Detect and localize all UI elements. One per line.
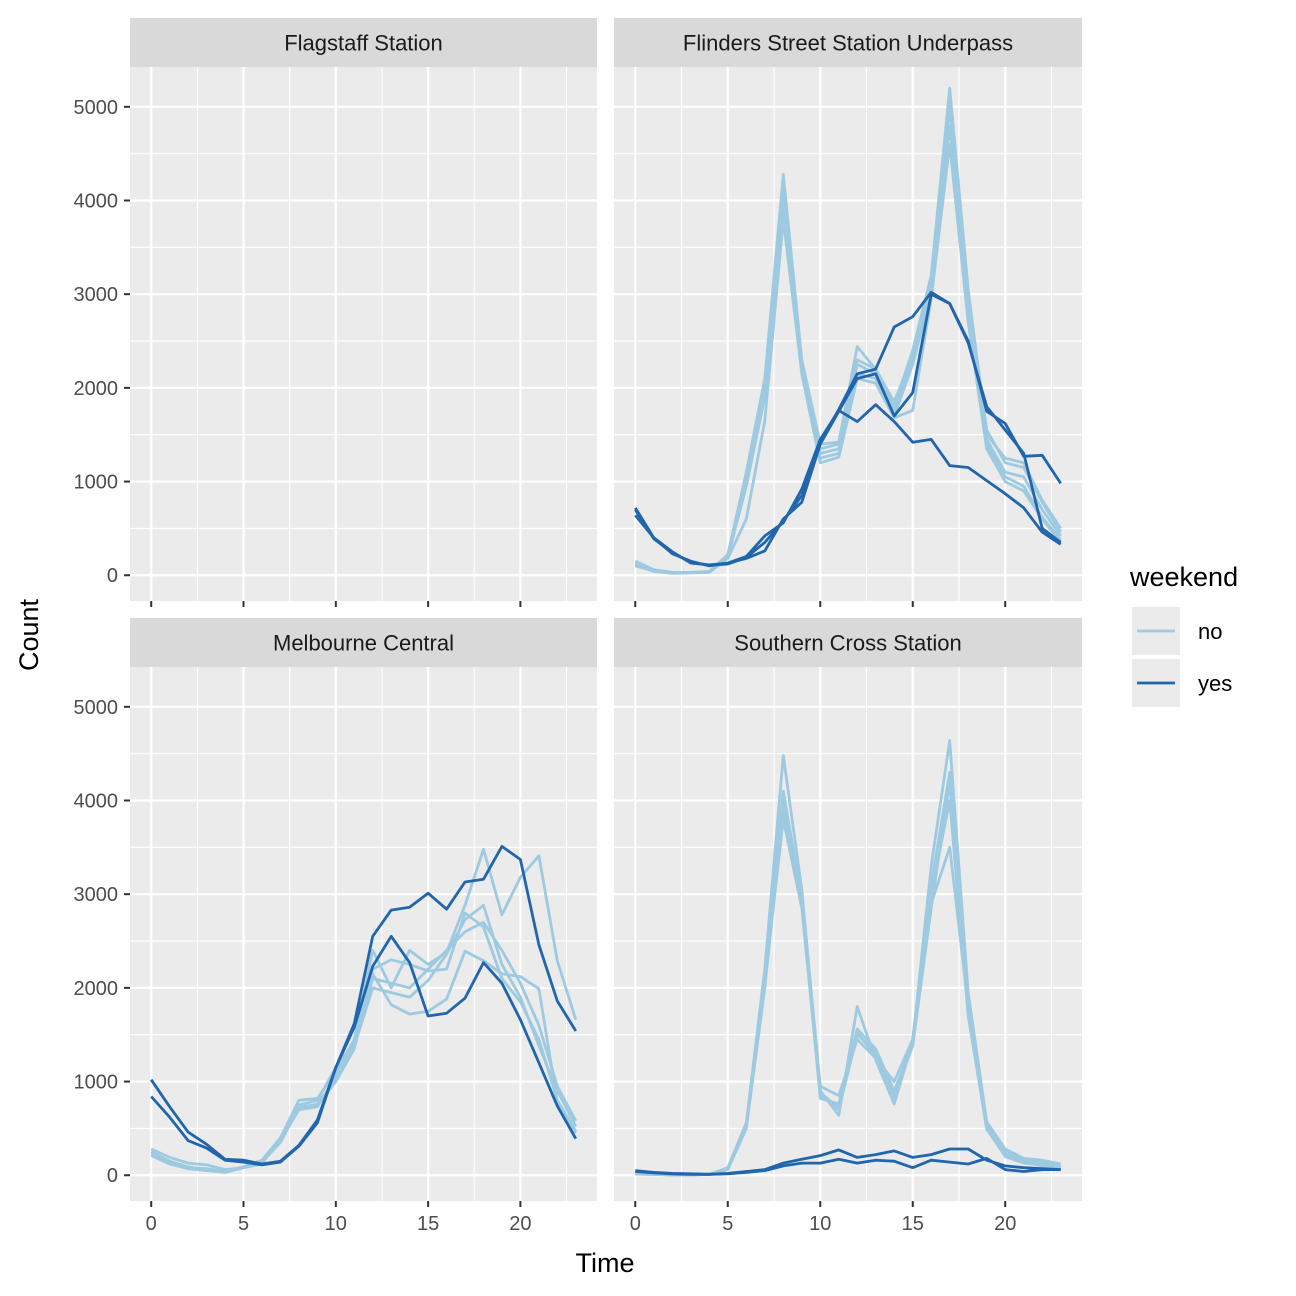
facet-title: Southern Cross Station: [734, 631, 961, 656]
x-tick-label: 0: [630, 1213, 641, 1235]
panel-background: [614, 667, 1082, 1201]
x-tick-label: 10: [809, 1213, 831, 1235]
y-tick-label: 2000: [74, 978, 119, 1000]
panels-layer: Flagstaff Station Flinders Street Station…: [130, 18, 1082, 1201]
legend: weekend no yes: [1129, 562, 1238, 707]
series-line-weekend-no: [634, 96, 1062, 574]
y-tick-label: 4000: [74, 791, 119, 813]
x-tick-label: 0: [146, 1213, 157, 1235]
x-tick-label: 5: [238, 1213, 249, 1235]
y-tick-label: 0: [107, 1165, 118, 1187]
facet-strip: [614, 18, 1082, 67]
series-line-weekend-yes: [635, 1157, 1061, 1176]
legend-keys: no yes: [1132, 607, 1232, 707]
y-tick-label: 3000: [74, 884, 119, 906]
x-tick-label: 5: [722, 1213, 733, 1235]
facet-title: Flagstaff Station: [284, 31, 443, 56]
facet-title: Melbourne Central: [273, 631, 454, 656]
series-line-weekend-yes: [634, 290, 1062, 567]
y-tick-label: 5000: [74, 97, 119, 119]
legend-entry-no: no: [1132, 607, 1222, 655]
facet-title: Flinders Street Station Underpass: [683, 31, 1013, 56]
legend-label: no: [1198, 619, 1222, 644]
x-tick-label: 10: [325, 1213, 347, 1235]
panel-background: [130, 667, 597, 1201]
x-tick-label: 15: [902, 1213, 924, 1235]
legend-entry-yes: yes: [1132, 659, 1232, 707]
panel-background: [130, 67, 597, 601]
x-tick-label: 15: [417, 1213, 439, 1235]
axes-layer: 0100020003000400050000100020003000400050…: [74, 97, 1017, 1235]
y-tick-label: 0: [107, 565, 118, 587]
x-tick-label: 20: [994, 1213, 1016, 1235]
panel-melbourne-central: Melbourne Central: [130, 618, 597, 1201]
y-axis-title: Count: [14, 598, 44, 671]
y-tick-label: 4000: [74, 191, 119, 213]
y-tick-label: 1000: [74, 1072, 119, 1094]
legend-title: weekend: [1129, 562, 1238, 592]
y-tick-label: 5000: [74, 697, 119, 719]
panel-flagstaff-station: Flagstaff Station: [130, 18, 597, 601]
legend-label: yes: [1198, 671, 1232, 696]
panel-background: [614, 67, 1082, 601]
panel-southern-cross-station: Southern Cross Station: [614, 618, 1082, 1201]
series-line-weekend-no: [150, 911, 578, 1174]
panel-flinders-street-station-underpass: Flinders Street Station Underpass: [614, 18, 1082, 601]
series-line-weekend-yes: [150, 934, 578, 1167]
facet-strip: [614, 618, 1082, 667]
x-tick-label: 20: [509, 1213, 531, 1235]
y-tick-label: 2000: [74, 378, 119, 400]
x-axis-title: Time: [576, 1248, 635, 1278]
y-tick-label: 3000: [74, 284, 119, 306]
facet-strip: [130, 18, 597, 67]
y-tick-label: 1000: [74, 472, 119, 494]
facet-strip: [130, 618, 597, 667]
